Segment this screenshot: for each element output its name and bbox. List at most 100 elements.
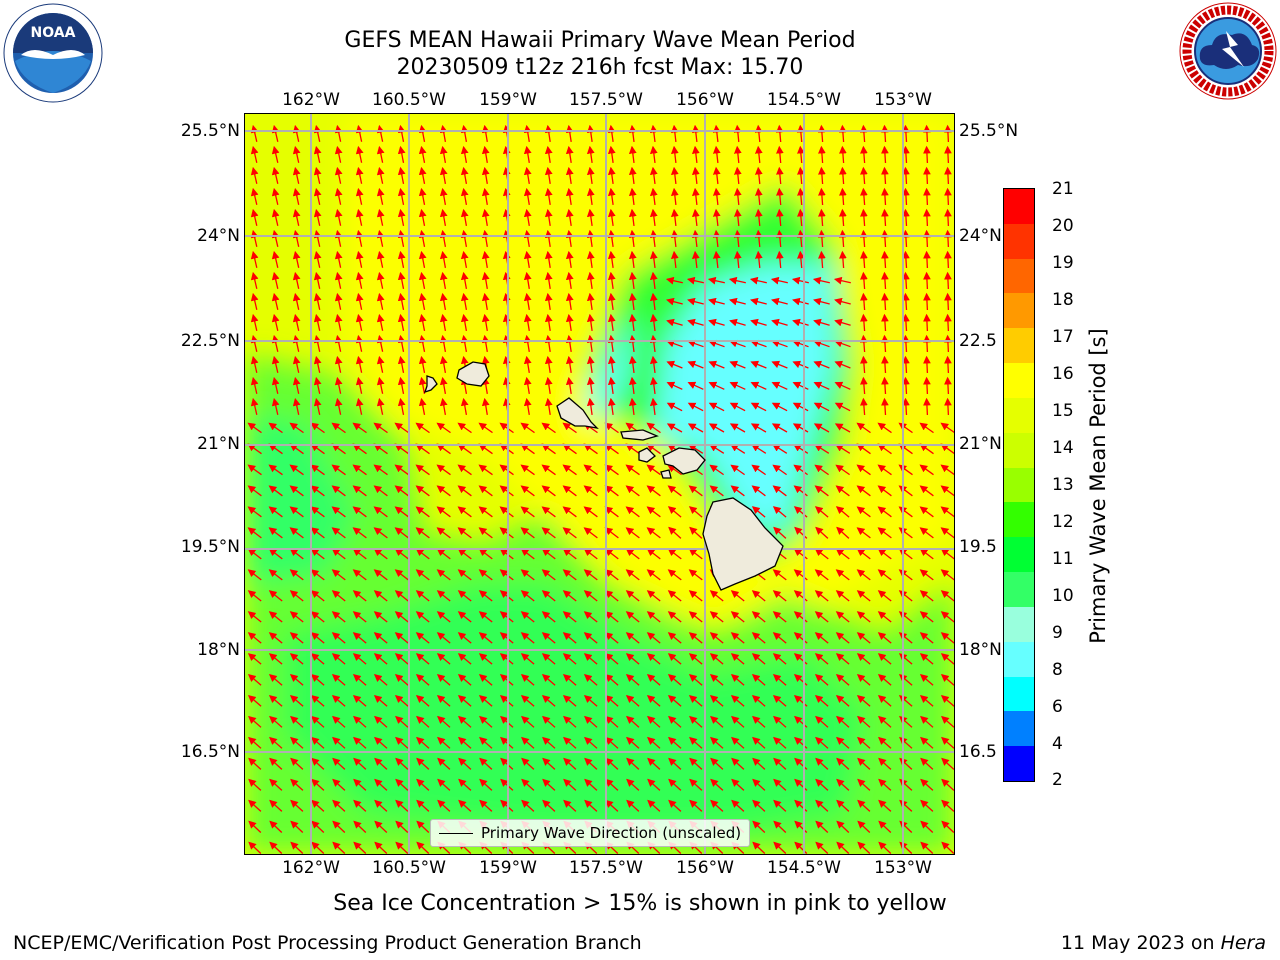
- wave-arrow: [898, 485, 913, 497]
- wave-arrow: [478, 590, 493, 602]
- wave-arrow: [771, 381, 788, 390]
- wave-arrow: [923, 229, 931, 248]
- wave-arrow: [439, 145, 448, 164]
- wave-arrow: [919, 569, 934, 581]
- wave-arrow: [752, 799, 766, 812]
- lon-tick-top: 162°W: [282, 90, 340, 110]
- wave-arrow: [814, 444, 830, 454]
- wave-arrow: [902, 313, 910, 332]
- wave-arrow: [902, 208, 910, 227]
- colorbar-tick: 8: [1052, 660, 1063, 680]
- wave-arrow: [796, 145, 805, 164]
- wave-arrow: [856, 422, 871, 434]
- wave-arrow: [331, 422, 346, 434]
- colorbar-tick: 14: [1052, 438, 1074, 458]
- wave-arrow: [902, 145, 910, 164]
- wave-arrow: [583, 569, 598, 581]
- colorbar-tick: 9: [1052, 623, 1063, 643]
- wave-arrow: [250, 145, 259, 163]
- wave-arrow: [944, 376, 952, 395]
- wave-arrow: [856, 653, 871, 665]
- wave-arrow: [460, 229, 469, 248]
- wave-arrow: [313, 355, 322, 373]
- wave-arrow: [666, 402, 683, 412]
- wave-arrow: [649, 208, 658, 226]
- wave-arrow: [481, 292, 490, 311]
- wave-arrow: [436, 590, 451, 602]
- wave-arrow: [269, 799, 283, 812]
- wave-arrow: [814, 590, 829, 602]
- wave-arrow: [817, 166, 826, 185]
- wave-arrow: [733, 145, 742, 164]
- wave-arrow: [271, 292, 280, 310]
- lat-tick-right: 24°N: [959, 226, 1002, 246]
- wave-arrow: [394, 590, 409, 602]
- wave-arrow: [478, 527, 493, 539]
- wave-arrow: [670, 208, 679, 226]
- wave-arrow: [792, 381, 809, 390]
- wave-arrow: [856, 673, 871, 686]
- wave-arrow: [665, 276, 683, 285]
- wave-arrow: [919, 694, 934, 707]
- wave-arrow: [565, 334, 574, 352]
- wave-arrow: [878, 841, 892, 854]
- wave-arrow: [460, 271, 469, 290]
- wave-arrow: [332, 799, 346, 812]
- wave-arrow: [583, 694, 598, 707]
- wave-arrow: [647, 757, 661, 770]
- wave-arrow: [877, 569, 892, 581]
- wave-arrow: [397, 397, 406, 416]
- wave-arrow: [268, 694, 283, 707]
- wave-arrow: [604, 464, 619, 476]
- lon-tick-bottom: 153°W: [874, 858, 932, 878]
- wave-arrow: [542, 736, 556, 749]
- wave-arrow: [856, 464, 871, 476]
- colorbar-tick: 18: [1052, 290, 1074, 310]
- wave-arrow: [751, 673, 766, 686]
- wave-arrow: [712, 166, 721, 185]
- wave-arrow: [313, 271, 322, 289]
- wave-arrow: [331, 464, 346, 476]
- wave-arrow: [292, 292, 301, 310]
- wave-arrow: [521, 799, 535, 812]
- wave-arrow: [397, 145, 406, 164]
- colorbar-tick: 10: [1052, 586, 1074, 606]
- wave-arrow: [881, 271, 889, 290]
- colorbar-segment: [1004, 293, 1034, 329]
- wave-arrow: [649, 334, 658, 352]
- wave-arrow: [772, 569, 787, 581]
- wave-arrow: [313, 229, 322, 247]
- wave-arrow: [565, 229, 574, 247]
- wave-arrow: [395, 778, 409, 791]
- wave-arrow: [562, 548, 577, 560]
- wave-arrow: [563, 799, 577, 812]
- wave-arrow: [247, 464, 262, 476]
- map-panel: [245, 114, 954, 854]
- lon-tick-top: 159°W: [479, 90, 537, 110]
- wave-arrow: [919, 464, 934, 476]
- wave-arrow: [334, 229, 343, 247]
- wave-arrow: [460, 145, 469, 164]
- wave-arrow: [395, 841, 409, 854]
- wave-arrow: [814, 673, 829, 686]
- wave-arrow: [268, 653, 283, 665]
- wave-arrow: [541, 653, 556, 665]
- wave-arrow: [373, 548, 388, 560]
- wave-arrow: [457, 485, 472, 497]
- wave-arrow: [562, 673, 577, 686]
- wave-arrow: [394, 673, 409, 686]
- wave-arrow: [730, 485, 745, 497]
- wave-arrow: [667, 485, 682, 497]
- wave-arrow: [752, 736, 766, 749]
- wave-arrow: [902, 355, 910, 374]
- wave-arrow: [395, 820, 409, 833]
- lat-tick-right: 21°N: [959, 434, 1002, 454]
- wave-arrow: [374, 799, 388, 812]
- wave-arrow: [311, 757, 325, 770]
- wave-arrow: [479, 715, 493, 728]
- wave-arrow: [813, 297, 830, 306]
- wave-arrow: [708, 423, 725, 433]
- colorbar-segment: [1004, 572, 1034, 607]
- wave-arrow: [331, 527, 346, 539]
- wave-arrow: [817, 187, 826, 206]
